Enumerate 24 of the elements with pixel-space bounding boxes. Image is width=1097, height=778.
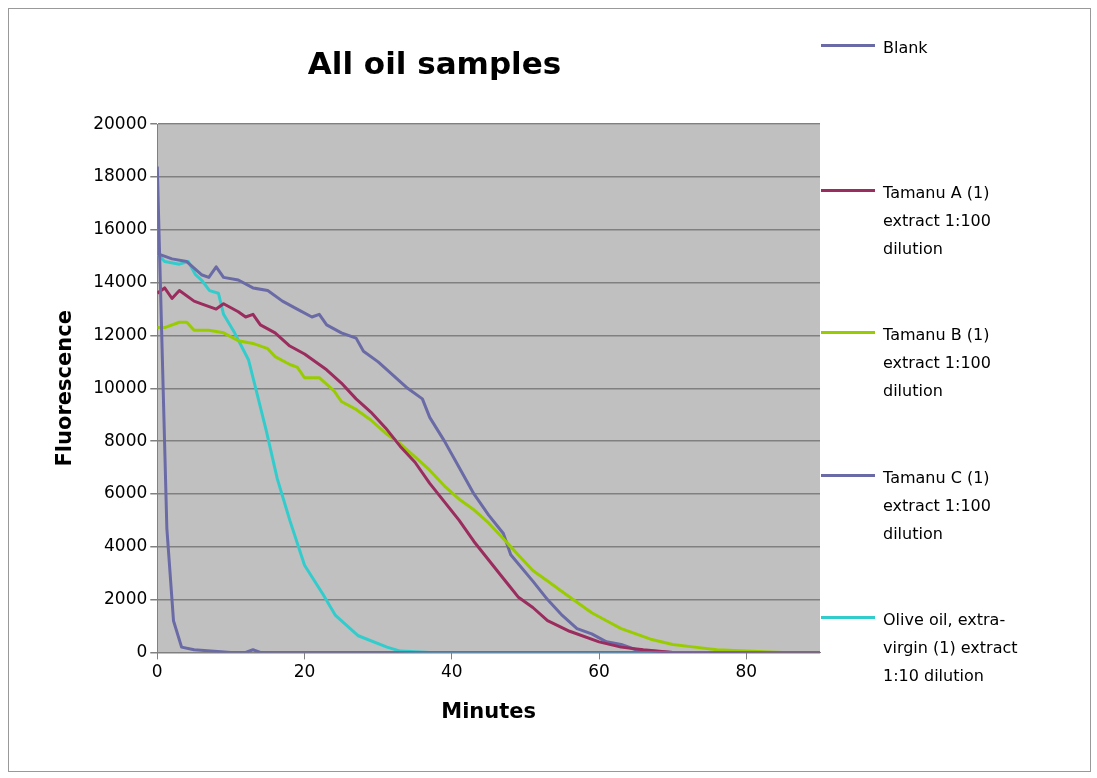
legend-label: Tamanu C (1) extract 1:100 dilution — [883, 467, 992, 545]
x-tick-label: 80 — [735, 661, 758, 682]
y-tick-label: 20000 — [93, 112, 148, 133]
y-tick-label: 18000 — [93, 165, 148, 186]
x-tick-label: 0 — [151, 661, 163, 682]
x-tick-label: 40 — [441, 661, 463, 682]
y-tick-label: 10000 — [93, 376, 148, 397]
x-axis-title: Minutes — [441, 698, 537, 723]
y-tick-label: 14000 — [93, 271, 148, 292]
x-tick-label: 60 — [588, 661, 610, 682]
legend-label: Blank — [883, 37, 929, 59]
y-tick-label: 4000 — [104, 535, 148, 556]
legend-label: Tamanu A (1) extract 1:100 dilution — [883, 182, 992, 260]
y-tick-label: 8000 — [104, 429, 148, 450]
legend-label: Olive oil, extra-virgin (1) extract 1:10 dilution — [883, 609, 1019, 687]
y-tick-label: 6000 — [104, 482, 148, 503]
y-tick-label: 16000 — [93, 218, 148, 239]
x-tick-label: 20 — [293, 661, 316, 682]
legend-label: Tamanu B (1) extract 1:100 dilution — [883, 324, 992, 402]
y-tick-label: 0 — [136, 640, 148, 661]
y-tick-label: 12000 — [93, 323, 148, 344]
chart-title: All oil samples — [307, 44, 562, 81]
y-axis-title: Fluorescence — [52, 310, 77, 467]
y-tick-label: 2000 — [104, 588, 148, 608]
